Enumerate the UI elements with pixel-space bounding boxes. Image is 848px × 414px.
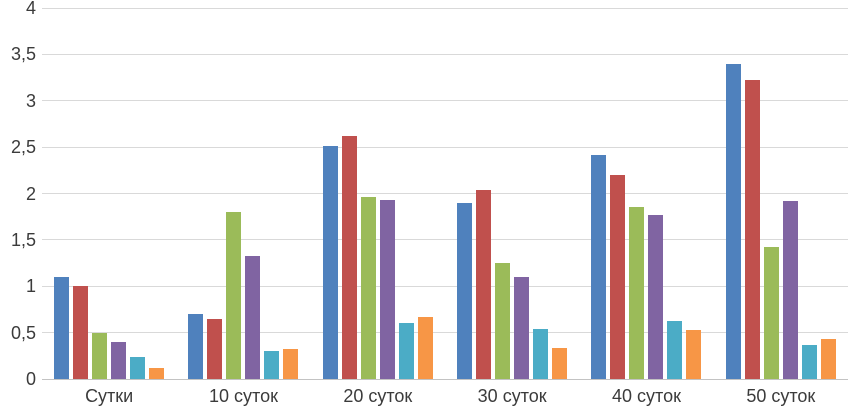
y-tick-label: 3	[25, 90, 36, 111]
bar-group-4	[445, 8, 579, 379]
bar-teal-2	[264, 351, 280, 379]
bar-teal-5	[667, 320, 683, 379]
bar-groups	[42, 8, 848, 379]
bar-orange-3	[417, 316, 433, 379]
y-tick-label: 1	[25, 276, 36, 297]
y-tick-label: 2	[25, 183, 36, 204]
gridline	[42, 7, 848, 9]
bar-teal-3	[398, 323, 414, 379]
bar-teal-1	[130, 356, 146, 379]
bar-green-6	[763, 247, 779, 379]
bar-purple-5	[648, 214, 664, 379]
bar-red-3	[341, 136, 357, 379]
x-tick-label: 30 суток	[477, 386, 547, 406]
gridline	[42, 332, 848, 334]
bar-red-6	[744, 80, 760, 379]
bar-green-5	[629, 207, 645, 379]
x-tick-label: 40 суток	[612, 386, 681, 406]
bar-orange-5	[686, 329, 702, 379]
bar-green-3	[360, 197, 376, 379]
x-tick-label: 50 суток	[746, 386, 816, 406]
bar-green-4	[495, 263, 511, 379]
bar-orange-6	[820, 339, 836, 379]
gridline	[42, 146, 848, 148]
x-axis-line	[42, 378, 848, 380]
gridline	[42, 285, 848, 287]
gridline	[42, 193, 848, 194]
bar-purple-1	[111, 341, 127, 379]
bar-group-1	[42, 8, 176, 379]
y-tick-label: 4	[25, 0, 36, 18]
bar-orange-2	[283, 349, 299, 379]
bar-green-2	[226, 212, 242, 379]
bar-green-1	[92, 332, 108, 379]
bar-blue-3	[322, 146, 338, 379]
x-tick-label: 10 суток	[209, 386, 278, 406]
x-tick-label: Сутки	[85, 386, 134, 406]
gridline	[42, 100, 848, 102]
bar-blue-5	[591, 154, 607, 379]
bar-orange-1	[149, 367, 165, 379]
bar-red-2	[207, 318, 223, 379]
gridline	[42, 53, 848, 55]
bar-group-6	[714, 8, 848, 379]
y-tick-label: 0	[25, 369, 36, 389]
bar-blue-4	[457, 202, 473, 379]
bar-group-2	[176, 8, 310, 379]
bar-red-5	[610, 174, 626, 379]
bar-group-5	[579, 8, 713, 379]
bar-purple-3	[379, 200, 395, 379]
x-tick-label: 20 суток	[343, 386, 413, 406]
x-axis-labels: Сутки 10 суток 20 суток 30 суток 40 суток 50 …	[42, 385, 848, 407]
plot-area	[42, 7, 848, 380]
bar-purple-6	[782, 200, 798, 379]
bar-purple-4	[514, 276, 530, 379]
bar-orange-4	[552, 348, 568, 379]
bar-group-3	[311, 8, 445, 379]
bar-red-1	[73, 286, 89, 379]
y-tick-label: 3,5	[10, 44, 36, 65]
y-tick-label: 0,5	[10, 322, 36, 343]
bar-blue-1	[54, 276, 70, 379]
bar-teal-6	[801, 344, 817, 379]
bar-red-4	[476, 189, 492, 379]
bar-blue-6	[725, 63, 741, 379]
y-tick-label: 1,5	[10, 229, 36, 250]
bar-teal-4	[533, 328, 549, 379]
bar-blue-2	[188, 314, 204, 379]
bar-purple-2	[245, 255, 261, 379]
gridline	[42, 239, 848, 241]
y-tick-label: 2,5	[10, 137, 36, 158]
